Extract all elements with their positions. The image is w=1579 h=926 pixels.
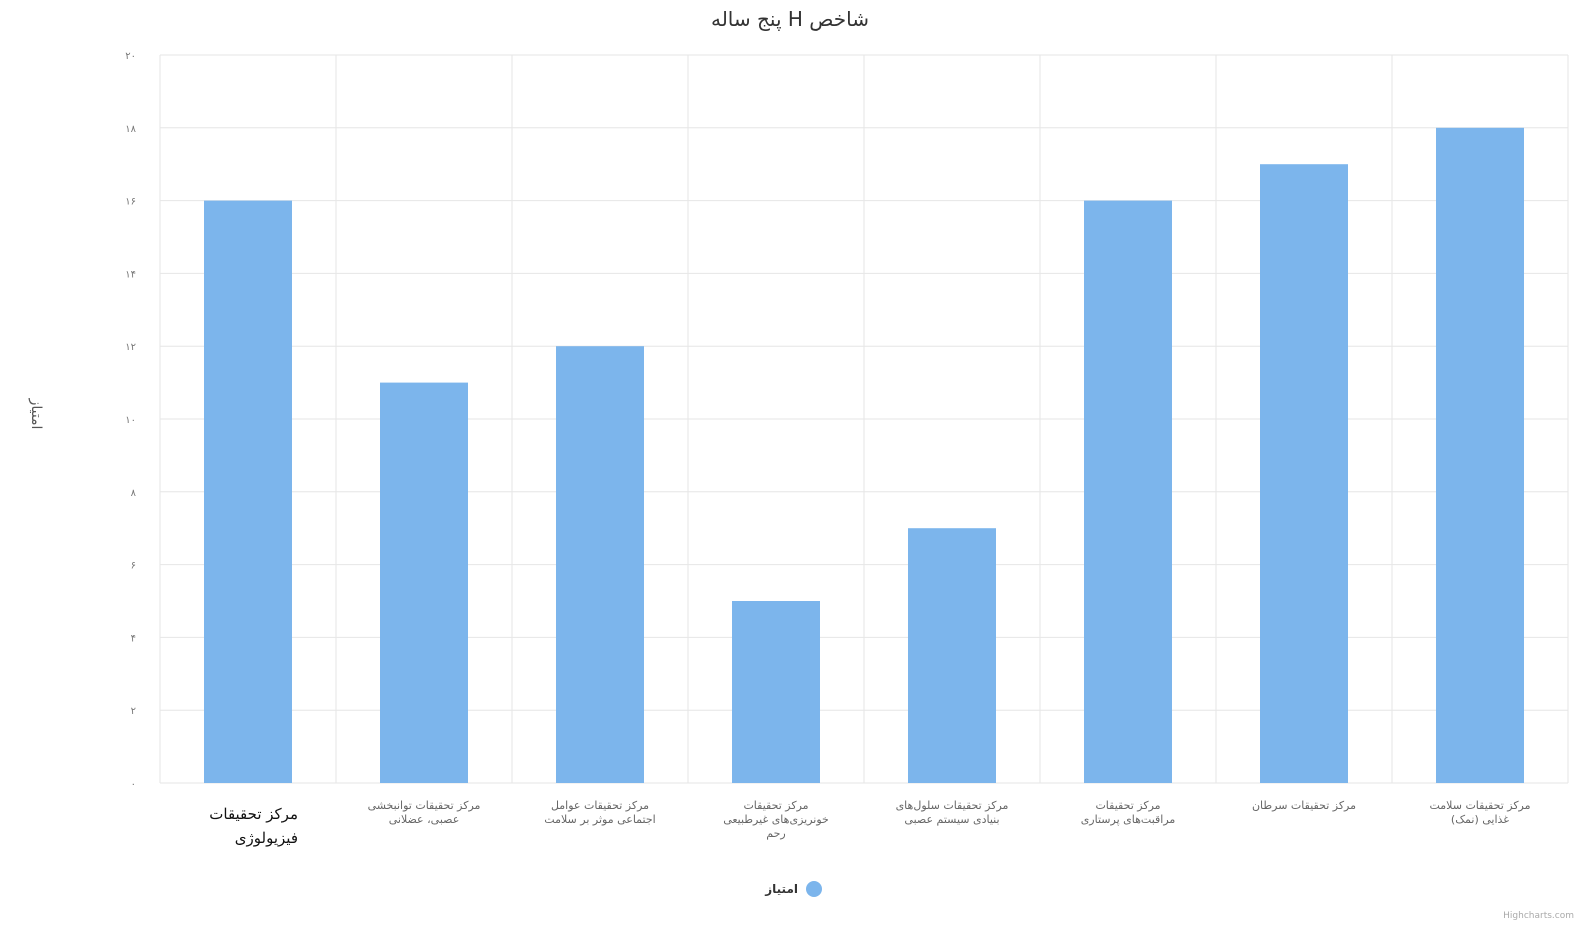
y-tick-label: ۲۰ [125,51,136,62]
x-category-label: مرکز تحقیقات سلول‌های بنیادی سیستم عصبی [895,799,1009,826]
x-category-label: مرکز تحقیقات سرطان [1251,799,1357,812]
y-tick-label: ۱۴ [125,269,136,280]
bar[interactable] [556,346,644,783]
x-category-label: مرکز تحقیقات فیزیولوژی [209,805,298,847]
y-tick-label: ۱۰ [125,415,136,426]
credits[interactable]: Highcharts.com [1503,911,1574,921]
bar[interactable] [908,528,996,783]
x-category-label: مرکز تحقیقات سلامت غذایی (نمک) [1429,799,1531,826]
y-axis-ticks: ۰ ۲ ۴ ۶ ۸ ۱۰ ۱۲ ۱۴ ۱۶ ۱۸ ۲۰ [125,51,136,790]
y-tick-label: ۸ [131,488,137,499]
x-category-label: مرکز تحقیقات توانبخشی عصبی، عضلانی [367,799,481,826]
bar[interactable] [1436,127,1524,784]
legend-label[interactable]: امتیاز [764,882,798,896]
legend[interactable]: امتیاز [764,881,822,897]
bar[interactable] [380,382,468,783]
bar[interactable] [204,200,292,784]
bar[interactable] [1260,164,1348,783]
x-category-label: مرکز تحقیقات عوامل اجتماعی موثر بر سلامت [544,799,656,826]
legend-marker [806,881,822,897]
y-tick-label: ۰ [131,779,136,790]
y-tick-label: ۴ [131,633,136,644]
x-category-label: مرکز تحقیقات خونریزی‌های غیرطبیعی رحم [723,799,829,840]
bar[interactable] [732,601,820,783]
y-tick-label: ۱۲ [125,342,136,353]
y-tick-label: ۱۶ [125,197,136,208]
y-axis-label: امتیاز [28,398,44,430]
y-tick-label: ۱۸ [125,124,136,135]
chart-title: پنج ساله H شاخص [711,7,869,32]
x-category-label: مرکز تحقیقات مراقبت‌های پرستاری [1080,799,1176,826]
y-tick-label: ۶ [131,561,136,572]
bars [204,127,1524,784]
bar[interactable] [1084,200,1172,784]
gridlines [159,54,1569,784]
y-tick-label: ۲ [131,706,136,717]
